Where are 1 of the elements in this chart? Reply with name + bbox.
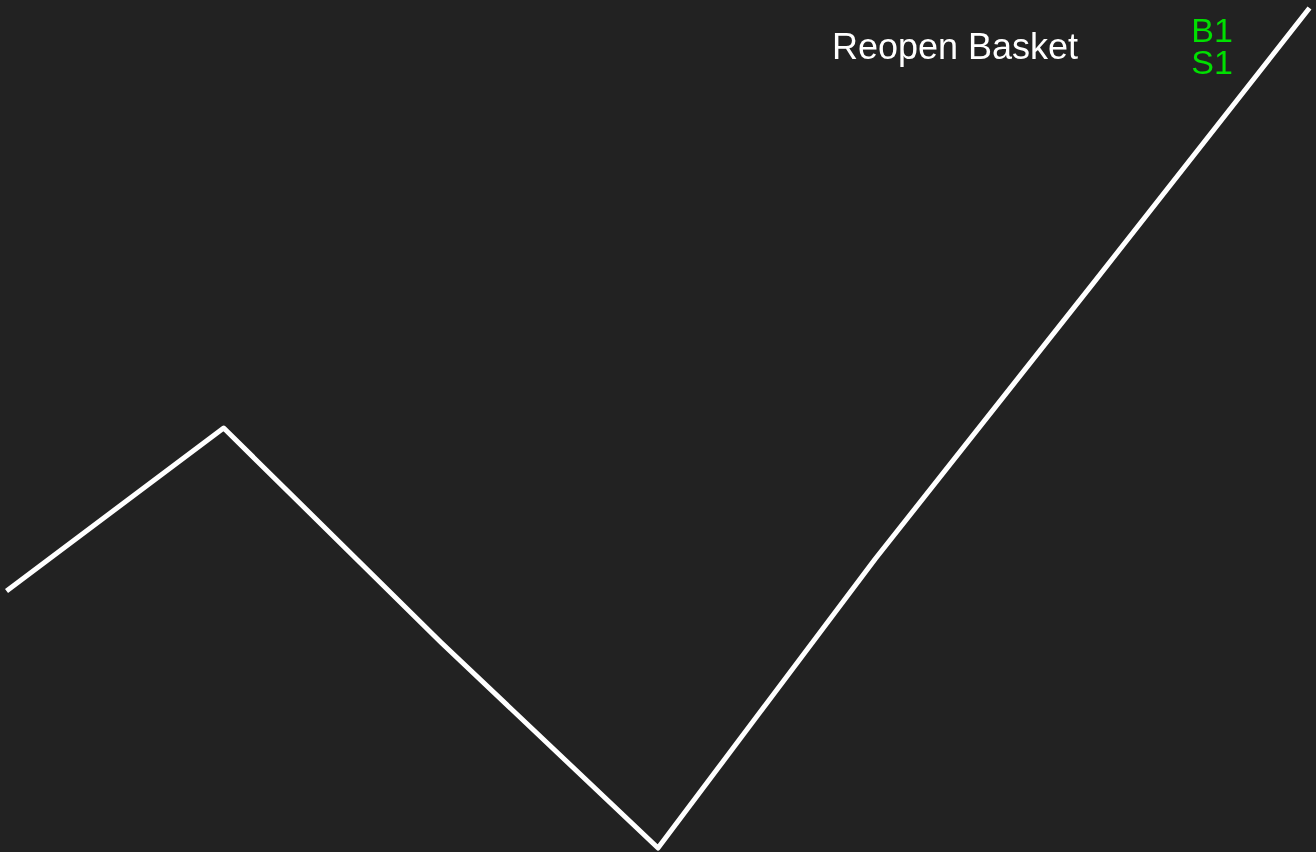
annotation: Reopen Basket [831,26,1079,67]
